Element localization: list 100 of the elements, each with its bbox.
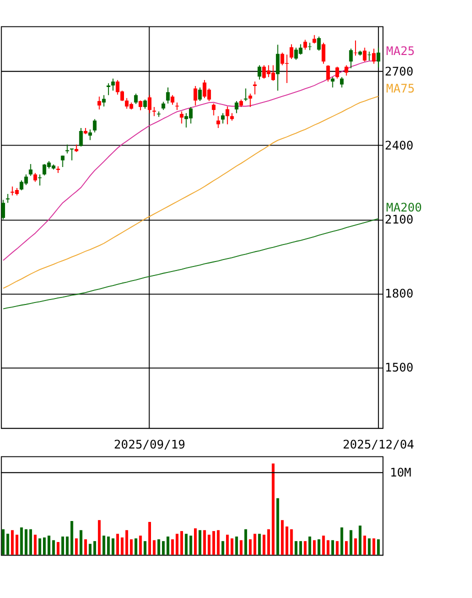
bar	[358, 526, 362, 555]
bar	[372, 538, 376, 555]
candlestick	[1, 199, 6, 220]
candlestick	[97, 96, 102, 110]
bar	[304, 541, 307, 555]
bar	[125, 530, 128, 555]
candlestick	[106, 82, 110, 96]
candlestick	[102, 94, 106, 107]
bar	[61, 536, 64, 555]
candlestick	[111, 78, 115, 92]
bar	[258, 534, 261, 555]
series-label: MA75	[386, 82, 415, 96]
candlestick	[92, 118, 97, 133]
y-tick-label: 1500	[384, 360, 414, 375]
candlestick	[244, 88, 248, 102]
y-tick-label: 1800	[384, 286, 414, 301]
bar	[166, 536, 170, 555]
bar	[130, 539, 133, 555]
bar	[276, 498, 280, 555]
candlestick	[335, 66, 340, 80]
bar	[312, 540, 316, 555]
x-tick-label: 2025/12/04	[342, 437, 414, 452]
candlestick	[175, 102, 179, 110]
y-tick-label: 2700	[384, 64, 414, 78]
line-series	[2, 218, 379, 310]
bar	[84, 539, 87, 555]
candlestick	[258, 64, 262, 80]
bar	[148, 522, 151, 555]
bar	[88, 544, 92, 555]
candlestick	[271, 64, 275, 82]
bar	[189, 536, 192, 555]
candlestick	[180, 110, 184, 124]
candlestick	[234, 100, 238, 114]
bar	[308, 536, 312, 555]
bar	[294, 541, 298, 555]
bar	[363, 536, 366, 555]
bar	[80, 530, 82, 555]
bar	[180, 531, 184, 555]
candlestick	[349, 48, 353, 69]
bar	[198, 530, 202, 555]
candlestick	[212, 103, 216, 116]
bar	[221, 541, 224, 555]
candlestick	[198, 87, 202, 102]
bar	[10, 530, 14, 555]
bar	[16, 534, 18, 555]
bar	[253, 534, 256, 555]
candlestick	[152, 106, 156, 117]
bar	[152, 540, 156, 555]
bar	[280, 520, 284, 555]
candlestick	[79, 128, 83, 147]
bar	[6, 534, 10, 555]
candlestick	[166, 87, 170, 104]
candlestick	[253, 81, 257, 95]
candlestick	[134, 93, 138, 104]
candlestick	[276, 44, 280, 92]
ref-line-label: 10M	[390, 465, 412, 480]
bar	[377, 539, 380, 555]
candlestick	[124, 98, 129, 110]
bar	[299, 541, 302, 555]
bar	[134, 538, 138, 555]
candlestick	[148, 94, 152, 114]
series-label: MA25	[386, 44, 415, 58]
candlestick	[330, 76, 334, 88]
bar	[340, 527, 344, 555]
candlestick	[216, 116, 220, 128]
candlestick	[317, 36, 321, 52]
candlestick	[354, 40, 358, 56]
candlestick	[362, 47, 367, 62]
bar	[212, 531, 216, 555]
bar	[194, 528, 197, 555]
bar	[318, 539, 320, 555]
bar	[354, 538, 357, 555]
y-tick-label: 2400	[384, 138, 414, 152]
bar	[144, 541, 146, 555]
bar	[272, 464, 275, 555]
candlestick	[344, 64, 348, 76]
bar	[248, 539, 252, 555]
candlestick	[188, 106, 193, 124]
candlestick	[138, 100, 142, 111]
line-series	[2, 96, 379, 289]
bar	[350, 530, 352, 555]
candlestick	[326, 64, 330, 82]
candlestick	[194, 86, 198, 106]
bar	[38, 538, 42, 555]
bar	[336, 541, 339, 555]
candlestick	[143, 99, 147, 110]
bar	[116, 534, 119, 555]
bar	[75, 538, 78, 555]
candlestick	[340, 76, 344, 88]
bar	[70, 521, 74, 555]
bar	[162, 541, 165, 555]
candlestick	[28, 164, 32, 176]
bar	[2, 529, 5, 555]
bar	[98, 520, 101, 555]
bar	[331, 540, 334, 555]
bar	[56, 542, 60, 555]
candlestick	[60, 155, 65, 168]
candlestick	[184, 112, 188, 128]
bar	[120, 537, 124, 555]
candlestick	[290, 44, 294, 60]
